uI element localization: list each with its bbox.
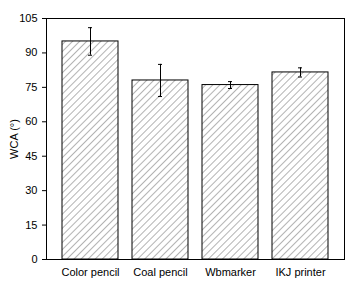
svg-text:75: 75 xyxy=(25,81,37,93)
svg-text:30: 30 xyxy=(25,184,37,196)
svg-text:IKJ printer: IKJ printer xyxy=(275,266,325,278)
svg-text:0: 0 xyxy=(31,253,37,265)
svg-text:90: 90 xyxy=(25,46,37,58)
svg-text:WCA (°): WCA (°) xyxy=(8,119,20,159)
svg-text:60: 60 xyxy=(25,115,37,127)
svg-text:Color pencil: Color pencil xyxy=(61,266,119,278)
svg-text:105: 105 xyxy=(19,12,37,24)
svg-text:Coal pencil: Coal pencil xyxy=(133,266,187,278)
svg-text:45: 45 xyxy=(25,150,37,162)
svg-text:Wbmarker: Wbmarker xyxy=(205,266,256,278)
svg-text:15: 15 xyxy=(25,219,37,231)
